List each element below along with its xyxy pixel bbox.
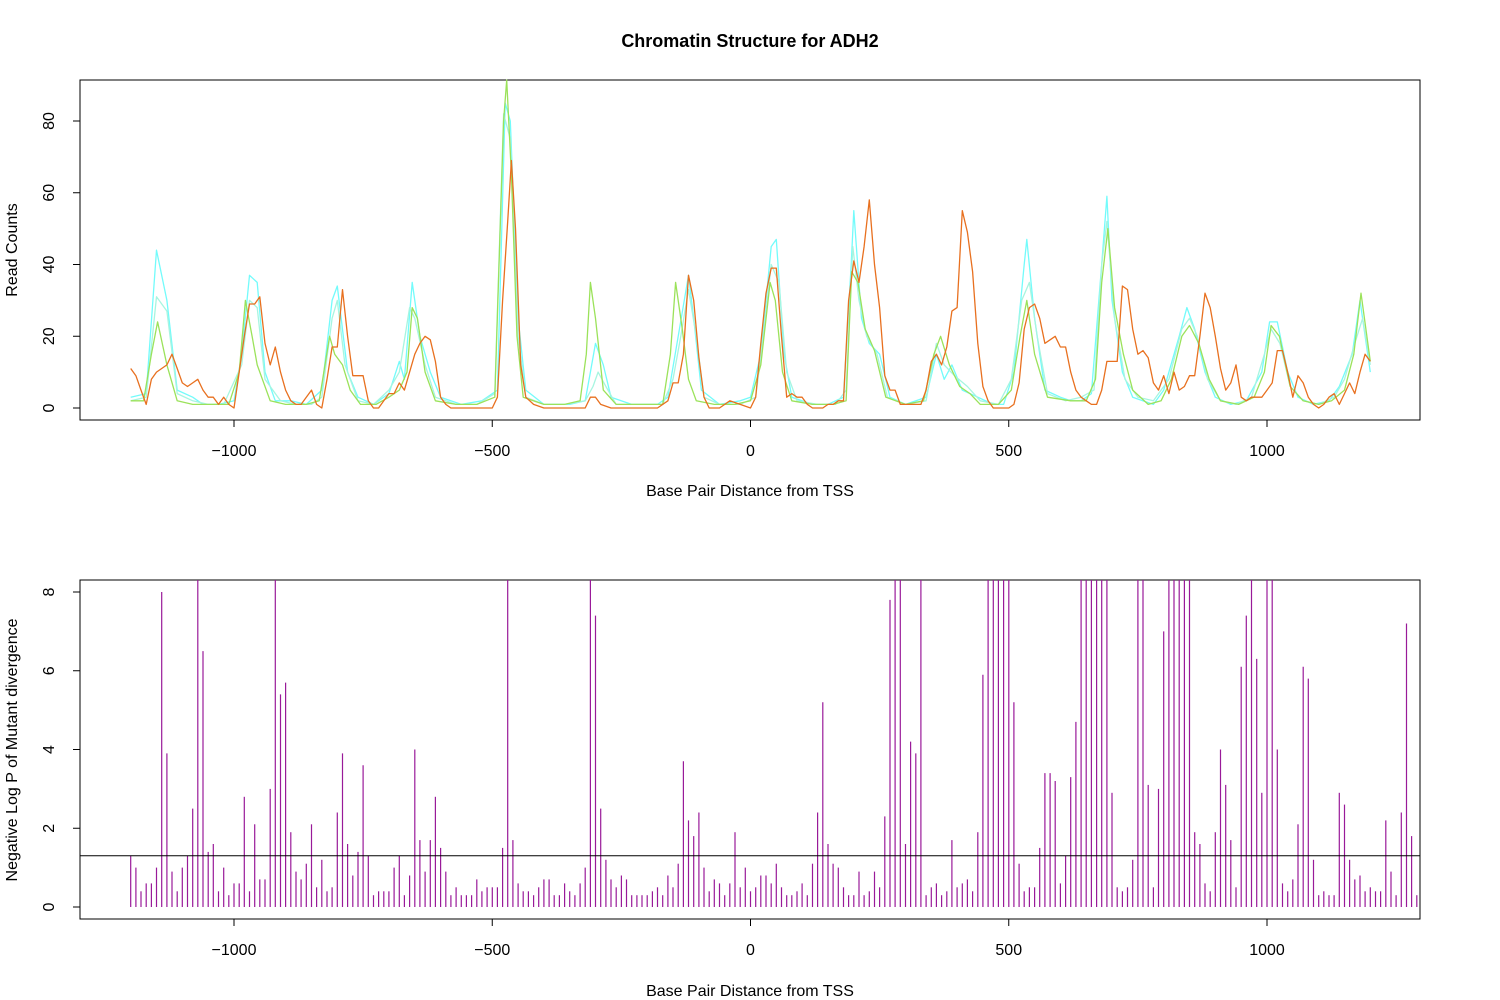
y-axis-label-bottom: Negative Log P of Mutant divergence <box>4 618 21 881</box>
y-axis-label-top: Read Counts <box>4 203 21 296</box>
read-counts-panel: −1000 −500 0 500 1000 0 20 40 60 80 Base Pair Di… <box>4 79 1421 500</box>
x-tick-label: −500 <box>474 942 510 959</box>
y-tick-label: 0 <box>41 403 58 412</box>
y-tick-label: 2 <box>41 824 58 833</box>
divergence-panel: −1000 −500 0 500 1000 0 2 4 6 8 Base Pair Distan… <box>4 579 1421 1000</box>
y-tick-label: 60 <box>41 184 58 202</box>
plot-frame-top <box>79 79 1421 421</box>
y-tick-label: 40 <box>41 256 58 274</box>
x-tick-label: 0 <box>746 942 755 959</box>
y-tick-label: 80 <box>41 112 58 130</box>
x-tick-label: 0 <box>746 443 755 460</box>
read-count-line-3 <box>130 79 1371 406</box>
y-tick-label: 0 <box>41 902 58 911</box>
chart-title: Chromatin Structure for ADH2 <box>621 31 878 51</box>
x-tick-label: −500 <box>474 443 510 460</box>
x-axis-label-top: Base Pair Distance from TSS <box>646 483 854 500</box>
y-tick-label: 8 <box>41 587 58 596</box>
x-tick-label: −1000 <box>212 942 257 959</box>
read-count-line-2 <box>130 113 1371 406</box>
read-count-line-1 <box>130 102 1371 406</box>
x-axis-top: −1000 −500 0 500 1000 <box>212 419 1285 460</box>
read-count-line-4 <box>130 159 1371 409</box>
x-tick-label: 1000 <box>1249 443 1285 460</box>
y-axis-top: 0 20 40 60 80 <box>41 112 81 412</box>
x-tick-label: 500 <box>995 443 1022 460</box>
y-tick-label: 6 <box>41 666 58 675</box>
y-axis-bottom: 0 2 4 6 8 <box>41 587 81 911</box>
y-tick-label: 4 <box>41 745 58 754</box>
x-axis-label-bottom: Base Pair Distance from TSS <box>646 983 854 1000</box>
x-tick-label: 500 <box>995 942 1022 959</box>
y-tick-label: 20 <box>41 327 58 345</box>
read-count-series <box>130 79 1371 409</box>
x-tick-label: 1000 <box>1249 942 1285 959</box>
x-axis-bottom: −1000 −500 0 500 1000 <box>212 918 1285 959</box>
x-tick-label: −1000 <box>212 443 257 460</box>
divergence-bars <box>130 580 1418 907</box>
